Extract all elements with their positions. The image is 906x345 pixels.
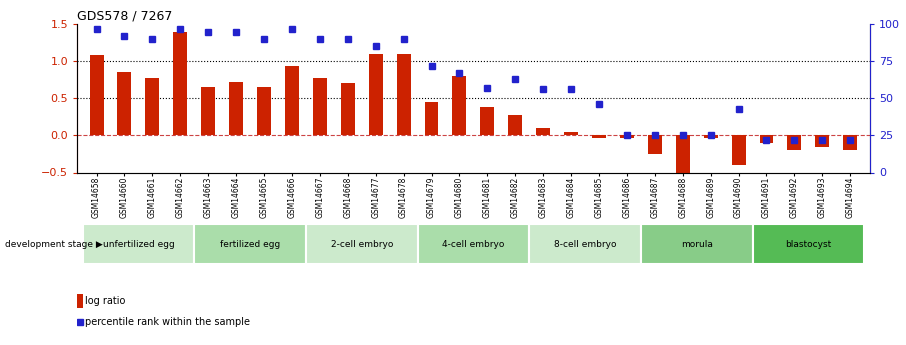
Bar [843,136,857,150]
Bar [369,54,382,136]
Bar [118,72,131,136]
Bar [508,115,522,136]
Text: unfertilized egg: unfertilized egg [102,239,174,249]
Bar [425,102,439,136]
Bar [759,136,774,143]
Bar [648,136,661,154]
Bar [592,136,606,138]
Bar [480,107,495,136]
Text: morula: morula [680,239,713,249]
Bar [341,83,355,136]
Text: development stage ▶: development stage ▶ [5,239,102,249]
Text: GDS578 / 7267: GDS578 / 7267 [77,10,172,23]
Bar [90,55,103,136]
Bar [418,224,529,264]
Bar [753,224,864,264]
Text: blastocyst: blastocyst [786,239,832,249]
Bar [536,128,550,136]
Bar [194,224,306,264]
Text: fertilized egg: fertilized egg [220,239,280,249]
Bar [620,136,634,138]
Bar [313,78,327,136]
Bar [529,224,641,264]
Bar [145,78,159,136]
Bar [731,136,746,165]
Bar [815,136,829,147]
Text: percentile rank within the sample: percentile rank within the sample [85,317,250,327]
Text: 2-cell embryo: 2-cell embryo [331,239,393,249]
Bar [306,224,418,264]
Bar [285,66,299,136]
Bar [452,76,467,136]
Text: 4-cell embryo: 4-cell embryo [442,239,505,249]
Bar [173,32,188,136]
Bar [201,87,216,136]
Bar [397,54,410,136]
Bar [704,136,718,138]
Bar [564,132,578,136]
Bar [641,224,753,264]
Bar [77,294,82,308]
Bar [82,224,194,264]
Bar [229,82,243,136]
Bar [787,136,802,150]
Text: 8-cell embryo: 8-cell embryo [554,239,616,249]
Bar [257,87,271,136]
Bar [676,136,689,176]
Text: log ratio: log ratio [85,296,125,306]
